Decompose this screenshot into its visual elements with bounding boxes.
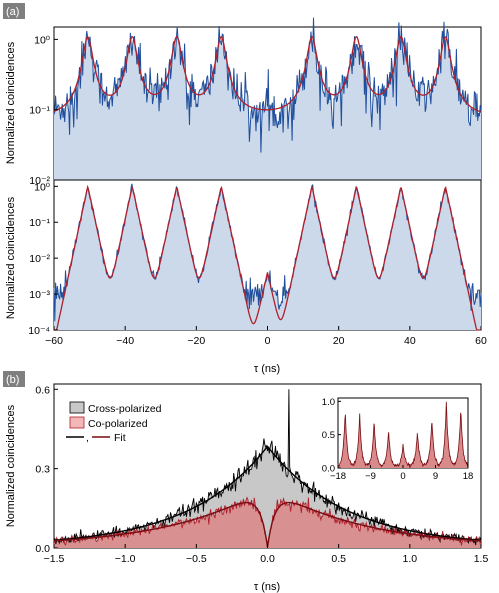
a-bottom-xtick-label: 0 bbox=[265, 335, 271, 347]
a-top-fit-line bbox=[53, 35, 482, 113]
a-bottom-ytick-label: 10⁻² bbox=[29, 253, 50, 265]
legend-swatch-cross bbox=[69, 401, 85, 414]
subplot-b-ylabel: Normalized coincidences bbox=[5, 404, 17, 527]
subplot-b-yticks: 0.0 0.3 0.6 bbox=[35, 384, 58, 555]
a-bottom-ytick-label: 10⁻³ bbox=[29, 289, 50, 301]
a-bottom-xtick-label: 40 bbox=[404, 335, 416, 347]
inset-ytick-label: 1.0 bbox=[322, 397, 335, 408]
b-ytick-label: 0.3 bbox=[35, 464, 50, 476]
a-top-data-area bbox=[54, 17, 481, 181]
legend-fit-separator: , bbox=[86, 432, 89, 444]
subplot-b-main: 0.0 0.3 0.6 −1.5 −1.0 −0.5 0.0 0.5 1.0 1.5 Norma… bbox=[5, 383, 489, 593]
a-bottom-ytick-label: 10⁻¹ bbox=[29, 217, 50, 229]
b-co-area bbox=[54, 497, 481, 548]
b-ytick-label: 0.6 bbox=[35, 384, 50, 396]
subplot-a-bottom-xlabel: τ (ns) bbox=[254, 363, 280, 375]
b-xtick-label: −1.5 bbox=[44, 553, 65, 565]
a-top-ytick-label: 10⁻² bbox=[29, 175, 50, 187]
legend: Cross-polarized Co-polarized , Fit bbox=[66, 401, 162, 444]
inset-xtick-label: −9 bbox=[365, 471, 376, 482]
b-xtick-label: 1.5 bbox=[474, 553, 489, 565]
subplot-a-top: 10⁻² 10⁻¹ 10⁰ Normalized coincidences bbox=[5, 17, 482, 187]
panel-a-tag: (a) bbox=[6, 6, 19, 18]
subplot-a-bottom-yticks: 10⁻⁴ 10⁻³ 10⁻² 10⁻¹ 10⁰ bbox=[28, 181, 58, 337]
a-bottom-ytick-label: 10⁻⁴ bbox=[28, 325, 50, 337]
legend-label-cross: Cross-polarized bbox=[88, 403, 162, 415]
subplot-a-top-plot bbox=[53, 17, 482, 181]
a-top-ytick-label: 10⁻¹ bbox=[29, 105, 50, 117]
b-xtick-label: −0.5 bbox=[186, 553, 207, 565]
subplot-a-bottom: 10⁻⁴ 10⁻³ 10⁻² 10⁻¹ 10⁰ −60 −40 −20 0 20 40 60 Nor… bbox=[5, 179, 487, 375]
a-bottom-xtick-label: 60 bbox=[475, 335, 487, 347]
inset-xtick-label: 0 bbox=[400, 471, 405, 482]
panel-b-tag: (b) bbox=[6, 374, 19, 386]
subplot-a-top-ylabel: Normalized coincidences bbox=[5, 41, 17, 164]
a-top-data-line bbox=[53, 17, 482, 153]
inset-data-area bbox=[338, 401, 468, 468]
a-bottom-data-area bbox=[54, 183, 481, 330]
inset-xtick-label: 9 bbox=[433, 471, 438, 482]
inset-data-line bbox=[337, 401, 469, 469]
panel-b: (b) 0.0 0.3 0.6 −1.5 −1.0 −0.5 0.0 0.5 1.0 1.5 N… bbox=[3, 371, 488, 593]
a-bottom-ytick-label: 10⁰ bbox=[34, 181, 51, 193]
b-ytick-label: 0.0 bbox=[35, 543, 50, 555]
legend-label-fit: Fit bbox=[114, 432, 126, 444]
subplot-b-xlabel: τ (ns) bbox=[254, 581, 280, 593]
legend-swatch-co bbox=[69, 416, 85, 429]
b-xtick-label: 0.5 bbox=[331, 553, 346, 565]
a-bottom-xtick-label: −20 bbox=[187, 335, 205, 347]
subplot-a-bottom-xticks: −60 −40 −20 0 20 40 60 bbox=[45, 326, 487, 347]
inset-xtick-label: 18 bbox=[463, 471, 474, 482]
legend-label-co: Co-polarized bbox=[88, 418, 148, 430]
subplot-a-bottom-ylabel: Normalized coincidences bbox=[5, 196, 17, 319]
b-xtick-label: −1.0 bbox=[115, 553, 136, 565]
subplot-b-xticks: −1.5 −1.0 −0.5 0.0 0.5 1.0 1.5 bbox=[44, 544, 489, 565]
b-cross-fit bbox=[53, 445, 482, 542]
inset-chart: 0.0 0.5 1.0 −18 −9 0 9 18 bbox=[322, 397, 474, 482]
panel-a-tag-box bbox=[3, 3, 25, 19]
a-bottom-xtick-label: −60 bbox=[45, 335, 63, 347]
a-bottom-fit-line bbox=[54, 184, 481, 331]
inset-plot bbox=[337, 401, 469, 469]
subplot-a-top-yticks: 10⁻² 10⁻¹ 10⁰ bbox=[29, 34, 58, 187]
b-xtick-label: 1.0 bbox=[403, 553, 418, 565]
inset-ytick-label: 0.5 bbox=[322, 430, 335, 441]
inset-ytick-label: 0.0 bbox=[322, 464, 335, 475]
a-bottom-xtick-label: −40 bbox=[116, 335, 134, 347]
subplot-a-bottom-plot bbox=[53, 183, 482, 331]
a-top-ytick-label: 10⁰ bbox=[34, 34, 51, 46]
panel-b-tag-box bbox=[3, 371, 25, 387]
inset-xticks: −18 −9 0 9 18 bbox=[330, 465, 473, 482]
b-cross-area bbox=[54, 389, 481, 548]
a-bottom-xtick-label: 20 bbox=[333, 335, 345, 347]
b-xtick-label: 0.0 bbox=[260, 553, 275, 565]
inset-xtick-label: −18 bbox=[330, 471, 346, 482]
